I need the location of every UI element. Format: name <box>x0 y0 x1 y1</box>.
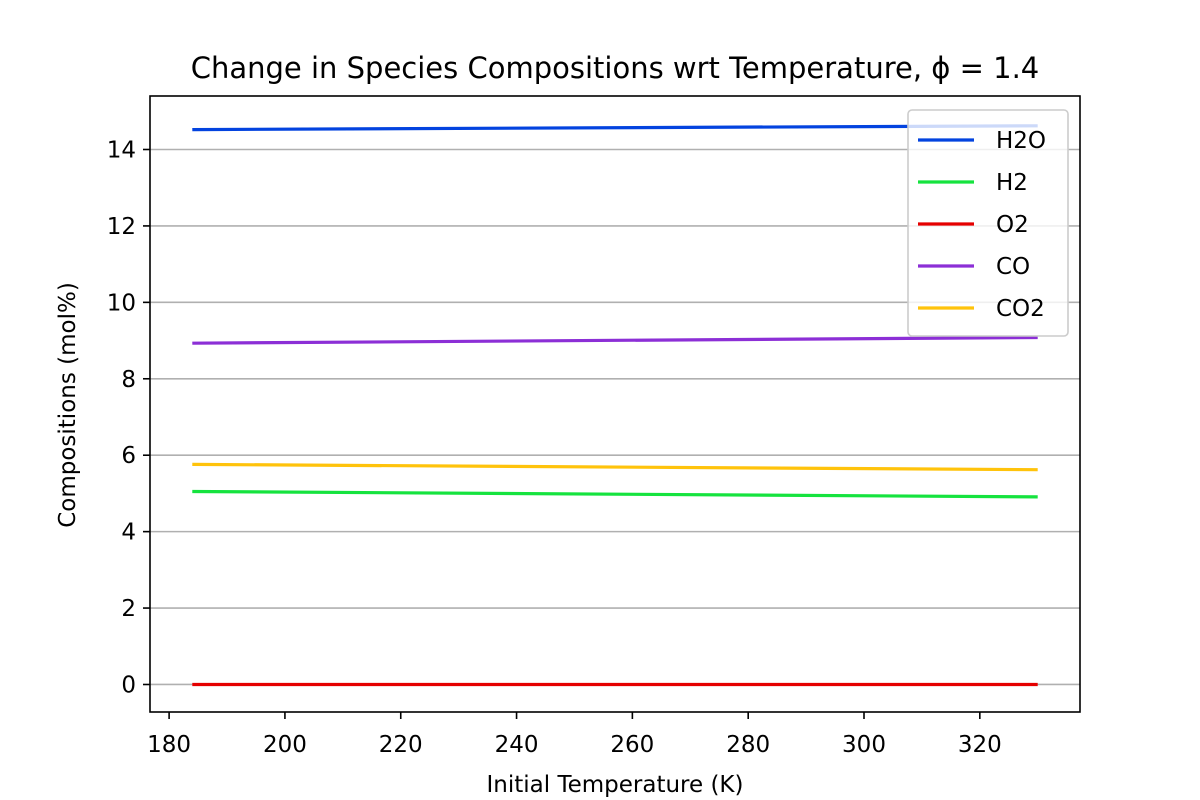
y-tick-label: 8 <box>121 367 136 393</box>
y-tick-label: 0 <box>121 672 136 698</box>
x-tick-label: 220 <box>379 732 423 758</box>
y-tick-label: 14 <box>107 137 136 163</box>
x-tick-label: 240 <box>495 732 539 758</box>
legend-label-o2: O2 <box>996 212 1029 238</box>
y-tick-label: 4 <box>121 520 136 546</box>
x-tick-label: 180 <box>147 732 191 758</box>
series-lines <box>192 124 1038 687</box>
x-tick-label: 320 <box>958 732 1002 758</box>
x-tick-label: 300 <box>842 732 886 758</box>
x-axis-label: Initial Temperature (K) <box>487 772 744 798</box>
legend: H2O H2 O2 CO CO2 <box>907 109 1069 337</box>
y-axis-ticks: 0 2 4 6 8 10 12 14 <box>107 137 150 698</box>
series-line-h2o <box>192 124 1038 132</box>
legend-label-h2: H2 <box>996 170 1028 196</box>
legend-box <box>907 109 1069 337</box>
x-tick-label: 280 <box>726 732 770 758</box>
y-axis-label: Compositions (mol%) <box>55 282 81 528</box>
x-axis-ticks: 180 200 220 240 260 280 300 320 <box>147 712 1002 758</box>
series-line-co2 <box>192 462 1038 472</box>
legend-label-co: CO <box>996 254 1030 280</box>
y-tick-label: 10 <box>107 290 136 316</box>
series-line-co <box>192 335 1038 345</box>
x-tick-label: 200 <box>263 732 307 758</box>
legend-label-h2o: H2O <box>996 128 1046 154</box>
x-tick-label: 260 <box>610 732 654 758</box>
y-tick-label: 2 <box>121 596 136 622</box>
chart-title: Change in Species Compositions wrt Tempe… <box>191 51 1040 85</box>
series-line-h2 <box>192 489 1038 499</box>
plot-frame <box>149 95 1081 713</box>
legend-label-co2: CO2 <box>996 296 1045 322</box>
y-tick-label: 6 <box>121 443 136 469</box>
y-tick-label: 12 <box>107 214 136 240</box>
